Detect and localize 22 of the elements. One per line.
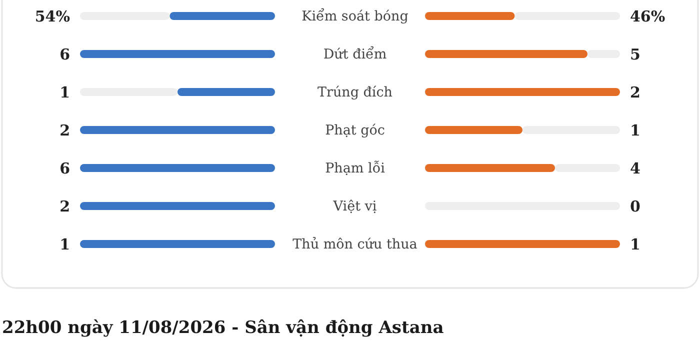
- category-label: Việt vị: [332, 198, 378, 215]
- data-label: 5: [630, 45, 640, 64]
- data-label: 4: [630, 159, 640, 178]
- data-label: 2: [60, 121, 70, 140]
- data-label: 1: [60, 83, 70, 102]
- data-label: 1: [60, 235, 70, 254]
- category-label: Phạm lỗi: [325, 160, 386, 177]
- category-label: Kiểm soát bóng: [302, 8, 409, 25]
- data-label: 2: [630, 83, 640, 102]
- category-label: Thủ môn cứu thua: [292, 236, 418, 253]
- category-label: Dứt điểm: [323, 46, 387, 63]
- data-label: 0: [630, 197, 640, 216]
- data-label: 6: [60, 159, 70, 178]
- data-label: 2: [60, 197, 70, 216]
- category-label: Phạt góc: [325, 122, 385, 139]
- category-label: Trúng đích: [318, 84, 393, 101]
- text: 22h00 ngày 11/08/2026 - Sân vận động Astana: [2, 318, 444, 338]
- data-label: 46%: [630, 7, 666, 26]
- data-label: 1: [630, 121, 640, 140]
- data-label: 6: [60, 45, 70, 64]
- data-label: 1: [630, 235, 640, 254]
- data-label: 54%: [34, 7, 70, 26]
